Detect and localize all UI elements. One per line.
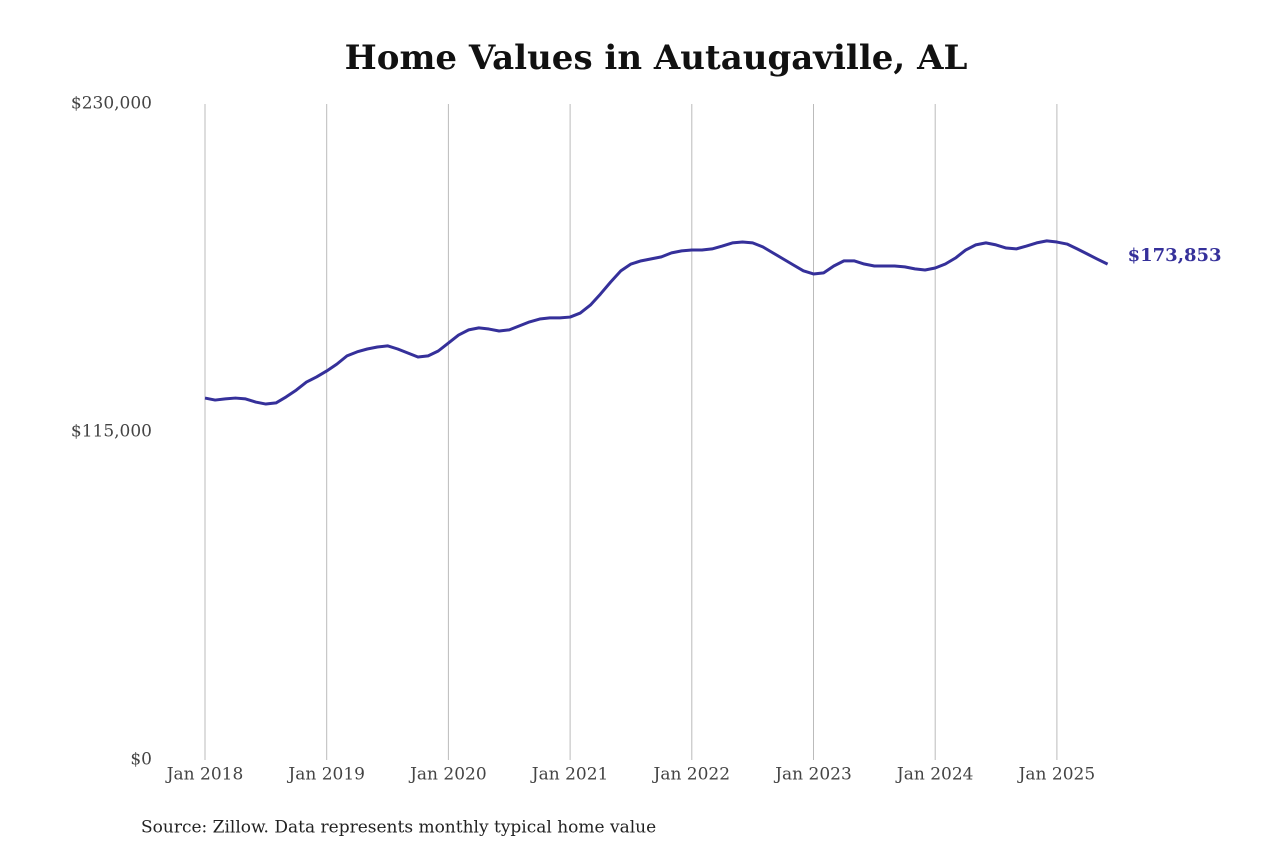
end-label: $173,853 — [1128, 245, 1222, 266]
y-tick-label: $115,000 — [71, 422, 152, 442]
source-note: Source: Zillow. Data represents monthly … — [141, 818, 656, 838]
x-tick-label: Jan 2019 — [286, 765, 365, 785]
y-tick-label: $230,000 — [71, 94, 152, 114]
line — [204, 239, 1109, 406]
x-tick-label: Jan 2020 — [408, 765, 487, 785]
x-tick-label: Jan 2021 — [530, 765, 609, 785]
x-tick-label: Jan 2023 — [773, 765, 852, 785]
chart-title: Home Values in Autaugaville, AL — [345, 38, 968, 78]
x-tick-label: Jan 2018 — [165, 765, 244, 785]
x-tick-label: Jan 2022 — [652, 765, 731, 785]
y-tick-label: $0 — [130, 750, 152, 770]
x-tick-label: Jan 2024 — [895, 765, 974, 785]
x-tick-label: Jan 2025 — [1017, 765, 1096, 785]
